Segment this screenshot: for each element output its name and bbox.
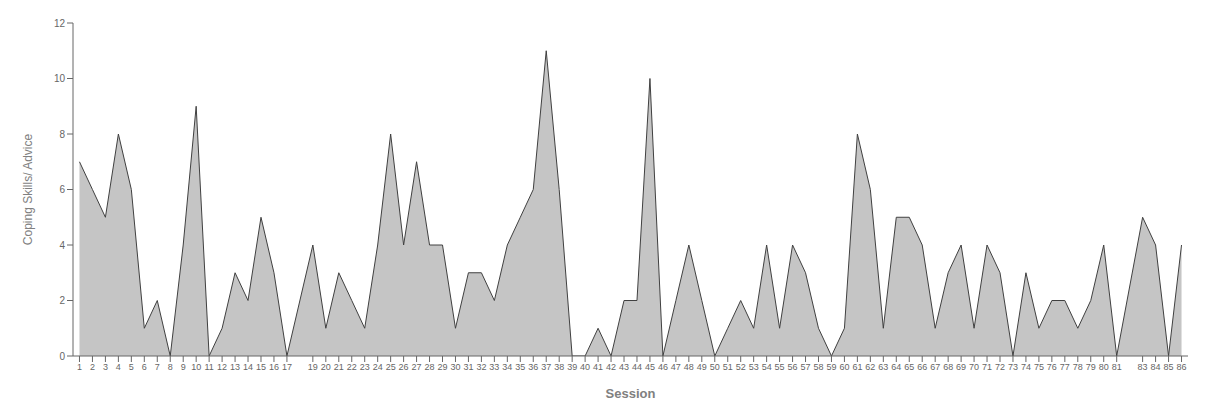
svg-text:17: 17 xyxy=(282,362,292,372)
svg-text:43: 43 xyxy=(619,362,629,372)
svg-text:6: 6 xyxy=(59,184,65,195)
svg-text:24: 24 xyxy=(373,362,383,372)
svg-text:25: 25 xyxy=(386,362,396,372)
svg-text:6: 6 xyxy=(142,362,147,372)
svg-text:22: 22 xyxy=(347,362,357,372)
svg-text:33: 33 xyxy=(489,362,499,372)
svg-text:83: 83 xyxy=(1138,362,1148,372)
svg-text:34: 34 xyxy=(502,362,512,372)
svg-text:2: 2 xyxy=(59,295,65,306)
svg-text:11: 11 xyxy=(204,362,213,372)
svg-text:13: 13 xyxy=(230,362,240,372)
svg-text:39: 39 xyxy=(567,362,577,372)
svg-text:8: 8 xyxy=(168,362,173,372)
svg-text:67: 67 xyxy=(930,362,940,372)
svg-text:73: 73 xyxy=(1008,362,1018,372)
svg-text:31: 31 xyxy=(463,362,473,372)
svg-text:52: 52 xyxy=(736,362,746,372)
svg-text:19: 19 xyxy=(308,362,318,372)
svg-text:48: 48 xyxy=(684,362,694,372)
svg-text:15: 15 xyxy=(256,362,266,372)
svg-text:0: 0 xyxy=(59,351,65,362)
svg-text:7: 7 xyxy=(155,362,160,372)
svg-text:42: 42 xyxy=(606,362,616,372)
svg-text:85: 85 xyxy=(1164,362,1174,372)
svg-text:68: 68 xyxy=(943,362,953,372)
svg-text:4: 4 xyxy=(116,362,121,372)
svg-text:21: 21 xyxy=(334,362,344,372)
svg-text:28: 28 xyxy=(425,362,435,372)
svg-text:70: 70 xyxy=(969,362,979,372)
svg-text:59: 59 xyxy=(826,362,836,372)
svg-text:63: 63 xyxy=(878,362,888,372)
svg-text:9: 9 xyxy=(181,362,186,372)
svg-text:72: 72 xyxy=(995,362,1005,372)
svg-text:46: 46 xyxy=(658,362,668,372)
svg-text:55: 55 xyxy=(775,362,785,372)
svg-text:50: 50 xyxy=(710,362,720,372)
svg-text:60: 60 xyxy=(839,362,849,372)
svg-text:62: 62 xyxy=(865,362,875,372)
svg-text:53: 53 xyxy=(749,362,759,372)
svg-text:4: 4 xyxy=(59,240,65,251)
svg-text:79: 79 xyxy=(1086,362,1096,372)
svg-text:78: 78 xyxy=(1073,362,1083,372)
svg-text:8: 8 xyxy=(59,129,65,140)
svg-text:35: 35 xyxy=(515,362,525,372)
svg-text:56: 56 xyxy=(788,362,798,372)
svg-text:86: 86 xyxy=(1177,362,1187,372)
svg-text:77: 77 xyxy=(1060,362,1070,372)
svg-text:47: 47 xyxy=(671,362,681,372)
svg-text:38: 38 xyxy=(554,362,564,372)
svg-text:57: 57 xyxy=(801,362,811,372)
svg-text:29: 29 xyxy=(437,362,447,372)
svg-text:1: 1 xyxy=(77,362,82,372)
svg-text:37: 37 xyxy=(541,362,551,372)
svg-text:14: 14 xyxy=(243,362,253,372)
svg-text:51: 51 xyxy=(723,362,733,372)
svg-text:10: 10 xyxy=(54,73,66,84)
svg-text:32: 32 xyxy=(476,362,486,372)
svg-text:40: 40 xyxy=(580,362,590,372)
svg-text:76: 76 xyxy=(1047,362,1057,372)
svg-text:36: 36 xyxy=(528,362,538,372)
svg-text:49: 49 xyxy=(697,362,707,372)
svg-text:65: 65 xyxy=(904,362,914,372)
svg-text:27: 27 xyxy=(412,362,422,372)
svg-text:71: 71 xyxy=(982,362,992,372)
svg-text:61: 61 xyxy=(852,362,862,372)
svg-text:23: 23 xyxy=(360,362,370,372)
svg-text:Session: Session xyxy=(606,386,656,401)
svg-text:16: 16 xyxy=(269,362,279,372)
svg-text:44: 44 xyxy=(632,362,642,372)
svg-text:10: 10 xyxy=(191,362,201,372)
svg-text:66: 66 xyxy=(917,362,927,372)
svg-text:64: 64 xyxy=(891,362,901,372)
svg-text:41: 41 xyxy=(593,362,603,372)
svg-text:58: 58 xyxy=(813,362,823,372)
svg-text:54: 54 xyxy=(762,362,772,372)
svg-text:80: 80 xyxy=(1099,362,1109,372)
svg-text:69: 69 xyxy=(956,362,966,372)
svg-text:5: 5 xyxy=(129,362,134,372)
svg-text:12: 12 xyxy=(54,18,66,29)
svg-text:26: 26 xyxy=(399,362,409,372)
svg-text:81: 81 xyxy=(1112,362,1122,372)
svg-text:Coping Skills/ Advice: Coping Skills/ Advice xyxy=(21,133,35,245)
svg-text:12: 12 xyxy=(217,362,227,372)
svg-text:75: 75 xyxy=(1034,362,1044,372)
svg-text:2: 2 xyxy=(90,362,95,372)
svg-text:3: 3 xyxy=(103,362,108,372)
svg-text:30: 30 xyxy=(450,362,460,372)
svg-text:20: 20 xyxy=(321,362,331,372)
svg-text:84: 84 xyxy=(1151,362,1161,372)
svg-text:74: 74 xyxy=(1021,362,1031,372)
svg-text:45: 45 xyxy=(645,362,655,372)
